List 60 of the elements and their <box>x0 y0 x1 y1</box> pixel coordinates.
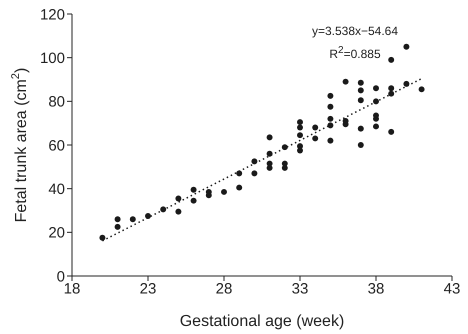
y-tick-label: 80 <box>48 94 65 111</box>
point <box>327 104 334 110</box>
point <box>388 85 394 92</box>
point <box>418 86 425 92</box>
point <box>373 98 379 104</box>
point <box>175 208 182 215</box>
point <box>114 224 121 230</box>
point <box>403 44 410 50</box>
point <box>358 142 364 148</box>
point <box>342 78 349 85</box>
point <box>190 198 197 204</box>
point <box>266 150 273 157</box>
point <box>282 144 288 150</box>
point <box>358 80 364 86</box>
point <box>327 122 334 128</box>
point <box>403 80 410 87</box>
point <box>373 123 379 130</box>
y-tick-label: 40 <box>48 180 65 198</box>
x-tick-label: 18 <box>64 280 80 298</box>
point <box>236 170 242 176</box>
x-tick-label: 38 <box>368 280 384 298</box>
point <box>373 85 379 92</box>
point <box>114 216 121 222</box>
x-tick-label: 33 <box>292 280 308 298</box>
y-tick-label: 120 <box>40 6 65 24</box>
point <box>358 126 364 132</box>
point <box>99 234 106 241</box>
annotation: R$^{2}$=0.885 <box>328 44 382 63</box>
point <box>130 216 136 222</box>
annotation: y=3.538x−54.64 <box>310 23 400 40</box>
point <box>388 90 394 97</box>
x-tick-label: 28 <box>216 280 232 298</box>
point <box>266 134 273 140</box>
point <box>160 206 166 212</box>
point <box>327 92 334 99</box>
point <box>327 116 334 122</box>
y-tick-label: 100 <box>40 50 65 67</box>
point <box>297 124 303 131</box>
y-tick-label: 20 <box>48 224 65 242</box>
point <box>297 119 303 126</box>
point <box>388 56 394 63</box>
x-tick-label: 23 <box>140 280 156 298</box>
point <box>358 87 364 94</box>
y-tick-label: 60 <box>48 137 65 154</box>
point <box>358 97 364 104</box>
point <box>312 124 318 131</box>
point <box>236 184 242 191</box>
point <box>251 158 258 164</box>
point <box>312 135 318 142</box>
point <box>145 212 151 219</box>
point <box>251 170 258 176</box>
x-tick-label: 43 <box>444 280 460 298</box>
point <box>327 138 334 144</box>
point <box>297 132 303 138</box>
y-tick-label: 0 <box>56 268 65 286</box>
point <box>388 128 394 135</box>
point <box>221 188 227 195</box>
point <box>175 196 182 202</box>
point <box>190 186 197 193</box>
x-axis-title: Gestational age (week) <box>180 313 344 330</box>
